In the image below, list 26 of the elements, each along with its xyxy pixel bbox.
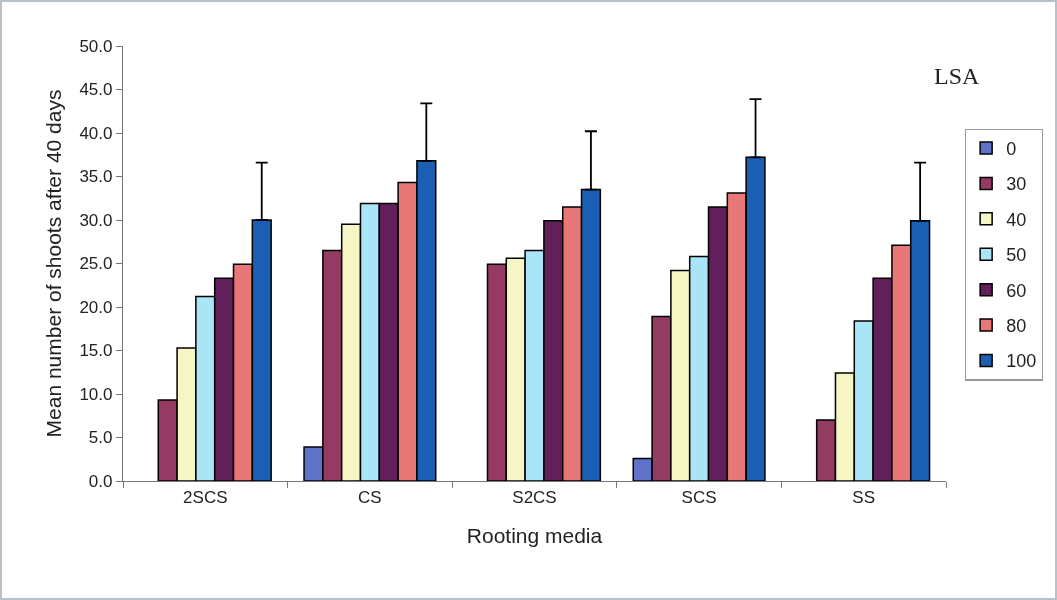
legend-label: 100 xyxy=(1006,351,1037,372)
x-tick-label: SS xyxy=(852,487,876,507)
y-tick-label: 35.0 xyxy=(79,167,113,187)
legend-label: 0 xyxy=(1006,139,1017,160)
x-tick-label: S2CS xyxy=(512,487,557,507)
y-tick-label: 10.0 xyxy=(79,384,113,404)
annotation: LSA xyxy=(934,63,981,89)
y-tick-label: 20.0 xyxy=(79,297,113,317)
y-axis-title: Mean number of shoots after 40 days xyxy=(41,89,65,438)
x-tick-label: CS xyxy=(358,487,382,507)
y-tick-label: 45.0 xyxy=(79,80,113,100)
y-tick-label: 5.0 xyxy=(88,428,113,448)
y-tick-label: 30.0 xyxy=(79,210,113,230)
x-axis-title: Rooting media xyxy=(466,523,603,547)
legend-label: 60 xyxy=(1006,280,1027,301)
y-tick-label: 40.0 xyxy=(79,123,113,143)
legend-label: 50 xyxy=(1006,245,1027,266)
legend-label: 30 xyxy=(1006,174,1027,195)
y-tick-label: 25.0 xyxy=(79,254,113,274)
legend-label: 40 xyxy=(1006,209,1027,230)
y-tick-label: 15.0 xyxy=(79,341,113,361)
x-tick-label: 2SCS xyxy=(183,487,228,507)
x-tick-label: SCS xyxy=(681,487,717,507)
legend-label: 80 xyxy=(1006,316,1027,337)
y-tick-label: 50.0 xyxy=(79,36,113,56)
y-tick-label: 0.0 xyxy=(88,471,113,491)
